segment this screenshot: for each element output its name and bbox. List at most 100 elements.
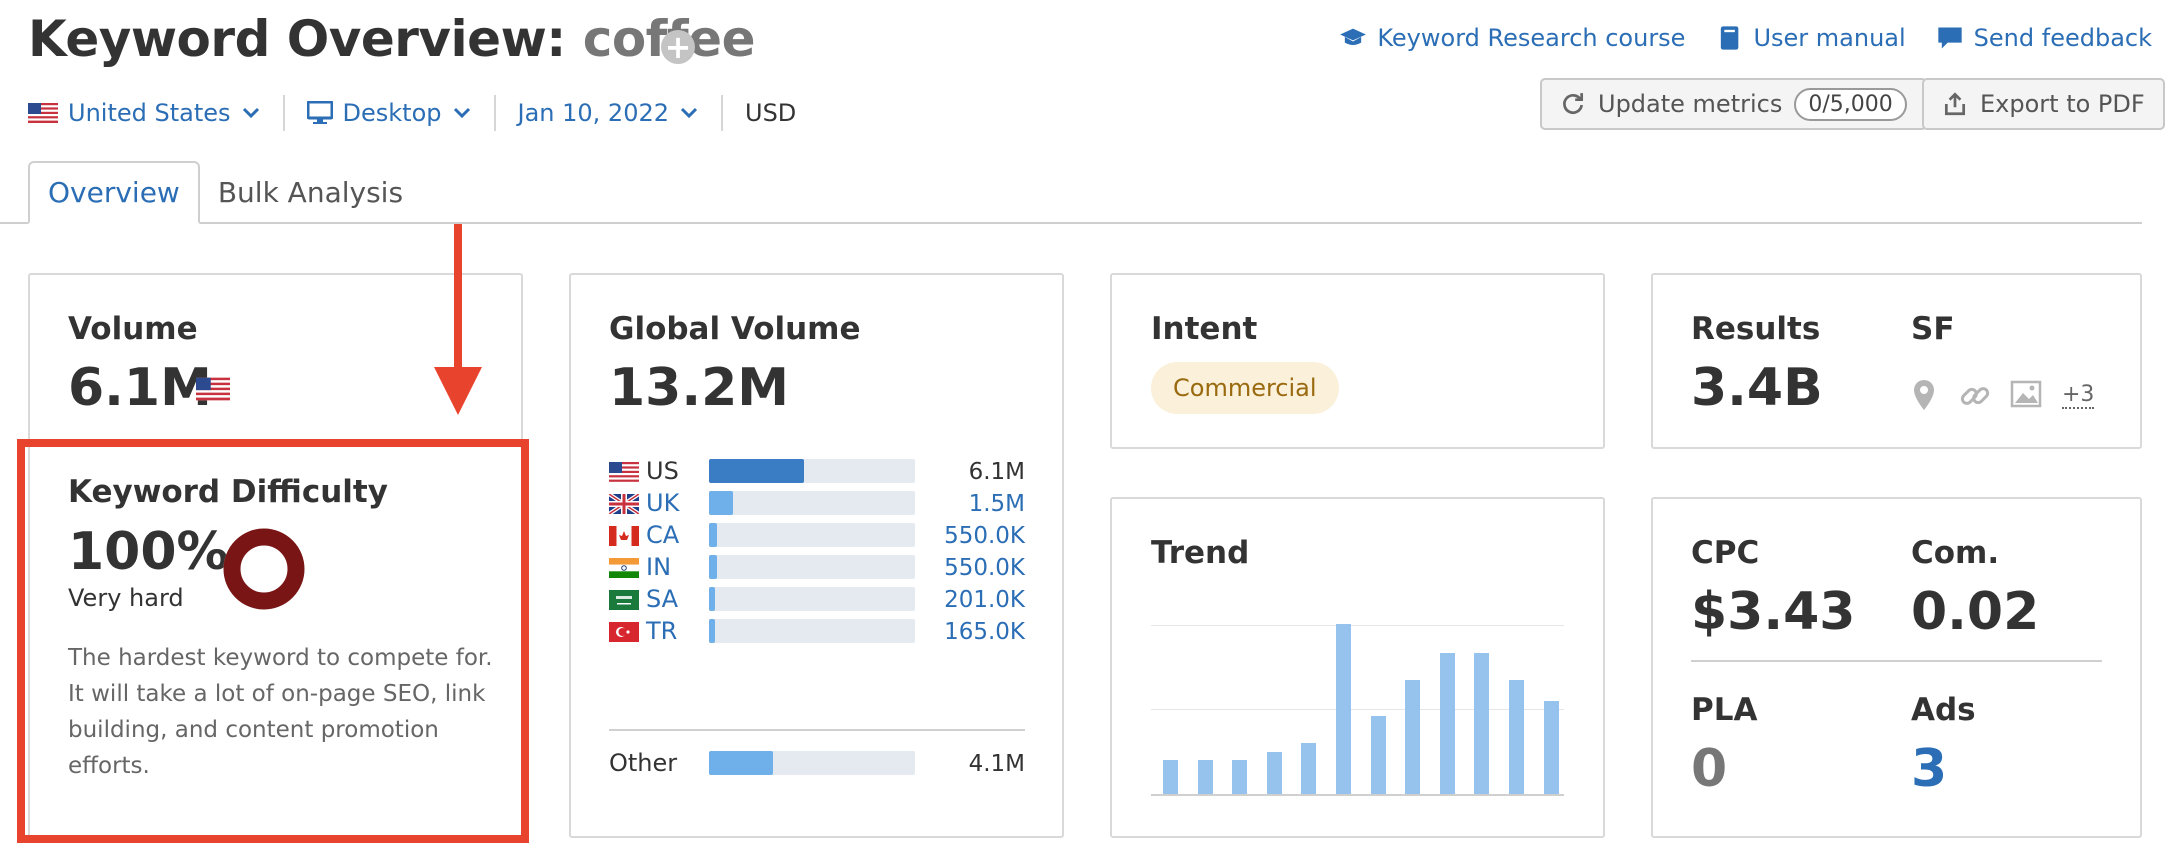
device-label: Desktop — [342, 99, 442, 127]
country-code-in[interactable]: IN — [646, 553, 672, 581]
feedback-link-label: Send feedback — [1973, 24, 2152, 52]
country-volume-bar-fill — [709, 523, 718, 547]
results-label: Results — [1691, 311, 1821, 347]
keyword-difficulty-value: 100% — [68, 522, 229, 582]
country-selector[interactable]: United States — [28, 99, 283, 127]
chevron-down-icon — [680, 107, 698, 119]
trend-bar — [1266, 751, 1282, 794]
trend-bar — [1370, 715, 1386, 794]
country-volume-bar — [709, 459, 915, 483]
filter-divider — [493, 95, 496, 131]
serp-features-more[interactable]: +3 — [2062, 382, 2095, 409]
trend-gridline — [1151, 709, 1564, 710]
desktop-icon — [306, 101, 333, 124]
difficulty-description: The hardest keyword to compete for. It w… — [68, 645, 493, 779]
us-flag-icon — [28, 103, 58, 123]
graduation-cap-icon — [1340, 28, 1367, 45]
other-volume-value: 4.1M — [968, 751, 1025, 777]
country-volume-bar-fill — [709, 491, 733, 515]
other-volume-bar — [709, 751, 915, 775]
country-volume-value[interactable]: 550.0K — [944, 555, 1025, 581]
date-selector[interactable]: Jan 10, 2022 — [496, 99, 722, 127]
trend-bar — [1232, 760, 1248, 794]
flag-uk-icon — [609, 494, 639, 514]
country-list-divider — [609, 729, 1025, 731]
country-code-uk[interactable]: UK — [646, 489, 680, 517]
date-label: Jan 10, 2022 — [517, 99, 670, 127]
country-volume-bar-fill — [709, 555, 718, 579]
us-flag-icon — [196, 377, 230, 401]
page-title: Keyword Overview: coffee — [28, 10, 756, 68]
user-manual-link[interactable]: User manual — [1715, 24, 1906, 52]
export-pdf-button[interactable]: Export to PDF — [1922, 78, 2165, 130]
tab-overview[interactable]: Overview — [28, 161, 200, 224]
keyword-difficulty-label: Keyword Difficulty — [68, 474, 388, 510]
update-metrics-button[interactable]: Update metrics 0/5,000 — [1540, 78, 1927, 130]
intent-label: Intent — [1151, 311, 1258, 347]
flag-ca-icon — [609, 526, 639, 546]
competition-value: 0.02 — [1911, 582, 2040, 642]
difficulty-ring — [223, 528, 305, 610]
add-keyword-plus-icon[interactable]: + — [661, 30, 695, 64]
difficulty-level: Very hard — [68, 584, 184, 612]
country-volume-value[interactable]: 550.0K — [944, 523, 1025, 549]
update-limit-badge: 0/5,000 — [1794, 87, 1907, 121]
pla-value: 0 — [1691, 739, 1728, 799]
tab-underline — [0, 222, 2142, 224]
country-volume-value[interactable]: 1.5M — [968, 491, 1025, 517]
trend-label: Trend — [1151, 535, 1250, 571]
trend-bar — [1163, 760, 1178, 794]
volume-label: Volume — [68, 311, 198, 347]
annotation-highlight-box — [17, 439, 529, 843]
other-volume-bar-fill — [709, 751, 773, 775]
send-feedback-link[interactable]: Send feedback — [1936, 24, 2152, 52]
chevron-down-icon — [242, 107, 259, 119]
country-volume-bar — [709, 587, 915, 611]
ads-label: Ads — [1911, 692, 1976, 728]
trend-bar — [1439, 652, 1455, 794]
country-code-tr[interactable]: TR — [646, 617, 678, 645]
flag-tr-icon — [609, 622, 639, 642]
flag-in-icon — [609, 558, 639, 578]
cpc-divider — [1691, 660, 2102, 662]
tab-bulk-analysis[interactable]: Bulk Analysis — [217, 176, 404, 209]
device-selector[interactable]: Desktop — [285, 99, 494, 127]
cpc-card — [1651, 497, 2142, 838]
currency-indicator: USD — [723, 99, 818, 127]
filter-bar: United States Desktop Jan 10, 2022 USD — [28, 95, 818, 131]
country-code-sa[interactable]: SA — [646, 585, 679, 613]
trend-bar — [1474, 652, 1490, 794]
tab-bar: Overview Bulk Analysis — [28, 161, 421, 224]
trend-bar — [1509, 680, 1524, 794]
other-label: Other — [609, 749, 678, 777]
refresh-icon — [1563, 93, 1584, 114]
country-volume-value[interactable]: 165.0K — [944, 619, 1025, 645]
speech-bubble-icon — [1938, 27, 1962, 49]
chevron-down-icon — [453, 107, 470, 119]
trend-bar — [1197, 760, 1213, 794]
trend-baseline — [1151, 794, 1564, 796]
results-card — [1651, 273, 2142, 449]
country-code-ca[interactable]: CA — [646, 521, 680, 549]
intent-badge: Commercial — [1151, 362, 1339, 414]
country-volume-bar — [709, 523, 915, 547]
keyword-research-course-link[interactable]: Keyword Research course — [1339, 24, 1685, 52]
currency-label: USD — [745, 99, 797, 127]
export-icon — [1944, 92, 1966, 116]
country-volume-bar-fill — [709, 587, 716, 611]
intent-card — [1110, 273, 1605, 449]
global-volume-label: Global Volume — [609, 311, 861, 347]
competition-label: Com. — [1911, 535, 2000, 571]
export-pdf-label: Export to PDF — [1980, 90, 2145, 118]
country-code-us: US — [646, 457, 679, 485]
trend-bar — [1405, 680, 1421, 794]
ads-value[interactable]: 3 — [1911, 739, 1948, 799]
country-volume-value[interactable]: 201.0K — [944, 587, 1025, 613]
country-volume-bar-fill — [709, 459, 804, 483]
global-volume-value: 13.2M — [609, 358, 790, 418]
image-icon — [2010, 380, 2042, 408]
results-value: 3.4B — [1691, 358, 1823, 418]
trend-gridline — [1151, 625, 1564, 626]
course-link-label: Keyword Research course — [1377, 24, 1686, 52]
annotation-arrow-head — [434, 367, 482, 415]
